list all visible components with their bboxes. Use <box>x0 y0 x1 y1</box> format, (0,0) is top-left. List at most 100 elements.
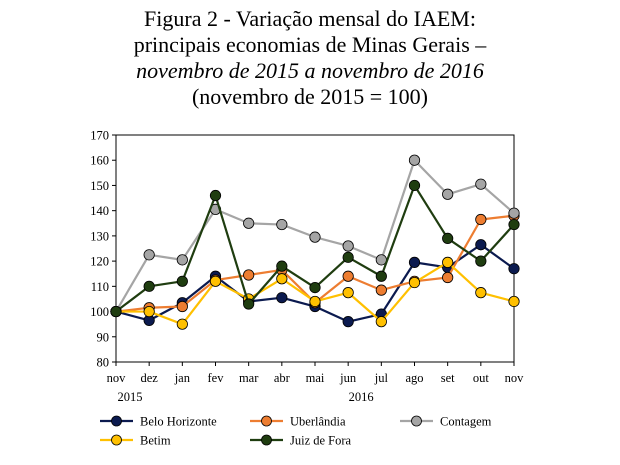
data-point <box>442 271 454 284</box>
data-point <box>375 270 387 282</box>
data-point <box>342 240 354 252</box>
x-tick-label: dez <box>140 371 158 385</box>
data-point <box>508 263 520 275</box>
y-tick-label: 160 <box>90 154 109 168</box>
x-tick-label: mai <box>306 371 325 385</box>
data-point <box>243 269 255 281</box>
data-point <box>442 256 454 268</box>
y-tick-label: 150 <box>90 179 109 193</box>
data-point <box>442 232 454 245</box>
data-point <box>342 287 354 299</box>
chart-title: Figura 2 - Variação mensal do IAEM: prin… <box>0 6 620 110</box>
data-point <box>143 249 155 261</box>
legend-marker <box>111 434 122 446</box>
data-point <box>408 256 421 268</box>
legend-label: Juiz de Fora <box>290 434 352 448</box>
y-tick-label: 130 <box>90 229 109 243</box>
data-point <box>110 305 122 318</box>
x-tick-label: jun <box>339 371 357 385</box>
series-contagem <box>110 154 520 318</box>
data-point <box>176 275 188 287</box>
x-tick-label: set <box>441 371 455 385</box>
data-point <box>408 179 421 192</box>
legend-entry: Betim <box>100 434 171 448</box>
x-tick-label: jul <box>374 371 389 385</box>
data-point <box>143 305 155 318</box>
x-tick-label: nov <box>505 371 525 385</box>
title-line-3: novembro de 2015 a novembro de 2016 <box>136 58 484 83</box>
legend-entry: Belo Horizonte <box>100 415 217 429</box>
data-point <box>309 231 321 243</box>
x-axis: nov dez jan fev mar abr mai jun jul ago set out nov2… <box>107 362 525 404</box>
legend-marker <box>111 415 122 427</box>
data-point <box>442 188 454 200</box>
data-point <box>209 189 222 202</box>
y-tick-label: 100 <box>90 305 109 319</box>
plot-area-frame <box>115 134 515 363</box>
x-year-label: 2016 <box>349 390 374 404</box>
legend: Belo Horizonte Uberlândia Contagem Betim Jui… <box>100 415 492 448</box>
x-tick-label: abr <box>274 371 291 385</box>
y-tick-label: 140 <box>90 204 109 218</box>
title-line-2: principais economias de Minas Gerais – <box>133 32 487 57</box>
legend-entry: Contagem <box>400 415 492 429</box>
series-layer <box>110 154 520 330</box>
data-point <box>276 273 288 285</box>
x-tick-label: mar <box>239 371 259 385</box>
y-tick-label: 120 <box>90 255 109 269</box>
data-point <box>475 178 487 190</box>
data-point <box>508 218 520 231</box>
data-point <box>508 207 520 219</box>
data-point <box>342 251 354 263</box>
y-tick-label: 90 <box>97 330 110 344</box>
title-line-1: Figura 2 - Variação mensal do IAEM: <box>144 6 476 31</box>
data-point <box>475 255 487 267</box>
data-point <box>143 280 155 292</box>
data-point <box>475 239 487 251</box>
x-tick-label: nov <box>107 371 127 385</box>
legend-entry: Juiz de Fora <box>250 434 352 448</box>
legend-marker <box>261 415 272 427</box>
data-point <box>375 316 387 328</box>
series-juiz-de-fora <box>110 179 520 318</box>
data-point <box>508 295 520 308</box>
x-tick-label: fev <box>208 371 225 385</box>
data-point <box>342 316 354 328</box>
data-point <box>342 270 354 282</box>
data-point <box>408 154 421 166</box>
x-tick-label: jan <box>174 371 191 385</box>
data-point <box>408 276 421 289</box>
legend-label: Contagem <box>440 415 492 429</box>
legend-marker <box>411 415 422 427</box>
data-point <box>475 287 487 299</box>
x-tick-label: ago <box>405 371 423 385</box>
data-point <box>243 298 255 310</box>
x-year-label: 2015 <box>118 390 143 404</box>
legend-marker <box>261 434 272 446</box>
y-tick-label: 110 <box>91 280 109 294</box>
legend-entry: Uberlândia <box>250 415 346 429</box>
data-point <box>176 300 188 313</box>
legend-label: Uberlândia <box>290 415 346 429</box>
data-point <box>276 292 288 304</box>
series-line <box>116 261 515 326</box>
title-line-4: (novembro de 2015 = 100) <box>191 84 429 109</box>
data-point <box>375 284 387 296</box>
data-point <box>209 275 222 287</box>
y-axis: 80 90 100 110 120 130 140 150 160 170 <box>90 129 116 370</box>
data-point <box>243 217 255 229</box>
data-point <box>475 213 487 226</box>
data-point <box>309 281 321 294</box>
data-point <box>276 260 288 272</box>
y-tick-label: 80 <box>97 356 110 370</box>
legend-label: Betim <box>140 434 171 448</box>
x-tick-label: out <box>473 371 490 385</box>
y-tick-label: 170 <box>90 129 109 143</box>
data-point <box>176 318 188 330</box>
data-point <box>309 295 321 308</box>
series-betim <box>110 256 520 330</box>
data-point <box>176 254 188 266</box>
data-point <box>276 218 288 231</box>
legend-label: Belo Horizonte <box>140 415 217 429</box>
